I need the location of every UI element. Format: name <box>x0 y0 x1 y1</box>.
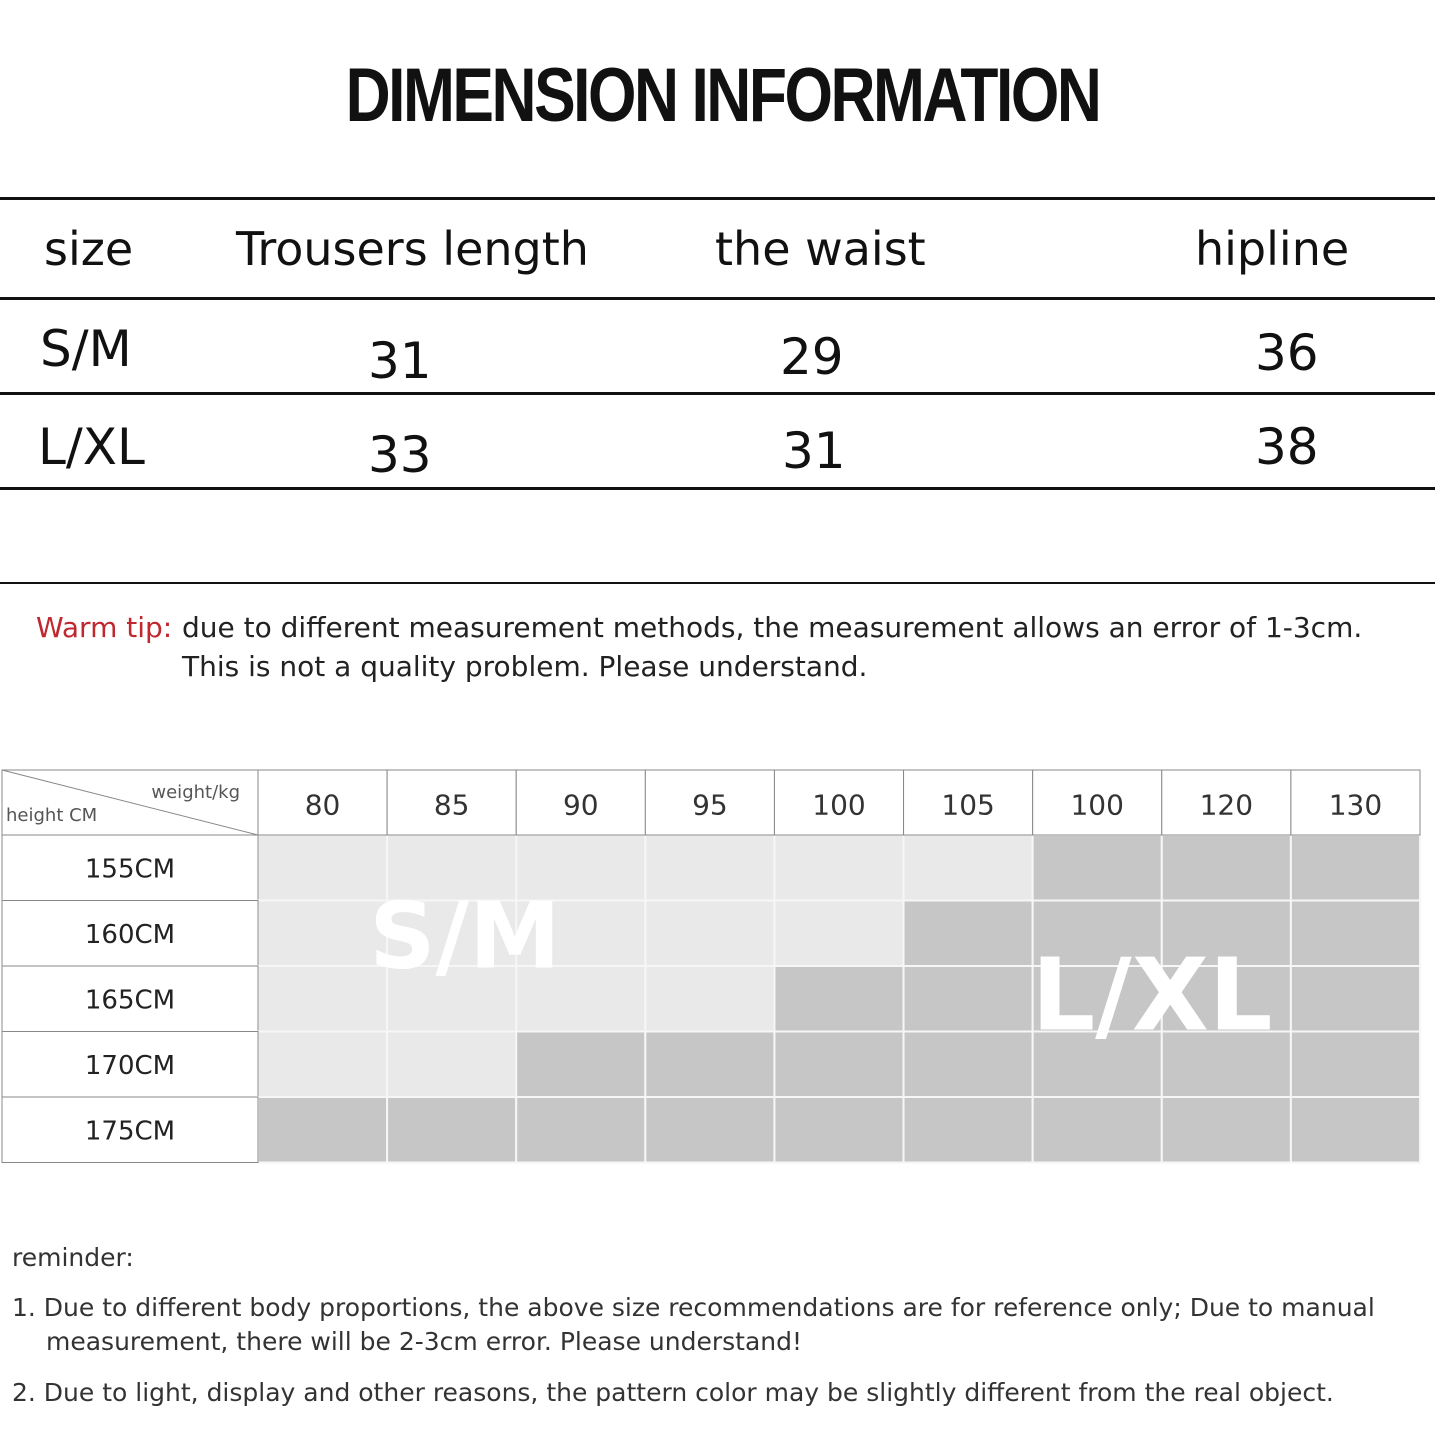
size-cell <box>386 1030 518 1098</box>
size-cell <box>773 1030 905 1098</box>
size-cell <box>902 1030 1034 1098</box>
size-cell <box>644 899 776 967</box>
zone-label: S/M <box>369 882 560 989</box>
size-cell <box>1160 834 1292 902</box>
size-cell <box>515 1030 647 1098</box>
row-label: 165CM <box>85 985 175 1015</box>
size-cell <box>1031 834 1163 902</box>
column-label: 95 <box>692 789 728 822</box>
rule <box>0 197 1435 200</box>
reminder-item: 1. Due to different body proportions, th… <box>12 1293 1375 1356</box>
cell: 36 <box>1255 324 1319 382</box>
header-cell: size <box>44 222 134 276</box>
rule <box>0 487 1435 490</box>
row-label-cell <box>1 900 259 967</box>
zone-label: L/XL <box>1031 936 1272 1053</box>
row-label-cell <box>1 1096 259 1163</box>
tip-line: due to different measurement methods, th… <box>182 611 1363 644</box>
tip-label: Warm tip: <box>36 611 173 644</box>
size-cell <box>257 834 389 902</box>
size-cell <box>1031 1096 1163 1164</box>
size-cell <box>386 834 518 902</box>
size-cell <box>1289 899 1422 967</box>
size-cell <box>1031 1030 1163 1098</box>
size-cell <box>773 965 905 1033</box>
size-cell <box>257 1030 389 1098</box>
column-label: 85 <box>434 789 470 822</box>
cell: S/M <box>40 320 132 378</box>
corner-diagonal <box>1 769 259 836</box>
column-label: 100 <box>812 789 865 822</box>
size-cell <box>257 899 389 967</box>
reminder-item: 2. Due to light, display and other reaso… <box>12 1378 1334 1407</box>
column-header <box>1161 769 1292 836</box>
column-header <box>1032 769 1163 836</box>
header-cell: the waist <box>715 222 926 276</box>
cell: L/XL <box>38 418 145 476</box>
size-cell <box>644 834 776 902</box>
column-header <box>773 769 905 836</box>
size-cell <box>644 1030 776 1098</box>
row-label: 170CM <box>85 1051 175 1081</box>
size-cell <box>902 965 1034 1033</box>
column-label: 90 <box>563 789 599 822</box>
column-header <box>1290 769 1421 836</box>
size-cell <box>1289 1030 1422 1098</box>
rule <box>0 392 1435 395</box>
size-cell <box>257 965 389 1033</box>
corner-top: weight/kg <box>151 782 240 803</box>
cell: 29 <box>780 328 844 386</box>
row-label-cell <box>1 1031 259 1098</box>
column-label: 80 <box>305 789 341 822</box>
row-label: 160CM <box>85 920 175 950</box>
column-label: 100 <box>1070 789 1123 822</box>
column-label: 105 <box>941 789 994 822</box>
size-cell <box>773 1096 905 1164</box>
column-header <box>515 769 646 836</box>
row-label-cell <box>1 965 259 1032</box>
size-cell <box>902 899 1034 967</box>
size-cell <box>1031 899 1163 967</box>
size-cell <box>1289 965 1422 1033</box>
cell: 31 <box>782 422 846 480</box>
size-cell <box>773 834 905 902</box>
row-label: 175CM <box>85 1116 175 1146</box>
row-label: 155CM <box>85 854 175 884</box>
column-header <box>903 769 1034 836</box>
size-cell <box>902 1096 1034 1164</box>
size-cell <box>902 834 1034 902</box>
cell: 38 <box>1255 418 1319 476</box>
size-cell <box>515 1096 647 1164</box>
size-cell <box>1289 1096 1422 1164</box>
header-cell: hipline <box>1195 222 1350 276</box>
cell: 33 <box>368 426 432 484</box>
cell: 31 <box>368 332 432 390</box>
column-label: 130 <box>1329 789 1382 822</box>
reminder-title: reminder: <box>12 1243 134 1272</box>
rule <box>0 582 1435 584</box>
size-cell <box>644 1096 776 1164</box>
header-cell: Trousers length <box>236 222 589 276</box>
column-label: 120 <box>1200 789 1253 822</box>
column-header <box>257 769 388 836</box>
size-cell <box>1160 965 1292 1033</box>
size-cell <box>515 834 647 902</box>
size-cell <box>257 1096 389 1164</box>
tip-line: This is not a quality problem. Please un… <box>182 650 868 683</box>
size-cell <box>386 1096 518 1164</box>
size-cell <box>773 899 905 967</box>
corner-bottom: height CM <box>6 805 97 826</box>
size-cell <box>644 965 776 1033</box>
size-cell <box>1289 834 1422 902</box>
column-header <box>644 769 775 836</box>
size-cell <box>1160 1096 1292 1164</box>
size-chart: 155CM 160CM 165CM 170CM 175CM weight/kg height… <box>1 769 1422 1164</box>
column-header <box>386 769 517 836</box>
title: DIMENSION INFORMATION <box>345 53 1102 138</box>
size-cell <box>515 965 647 1033</box>
rule <box>0 297 1435 300</box>
